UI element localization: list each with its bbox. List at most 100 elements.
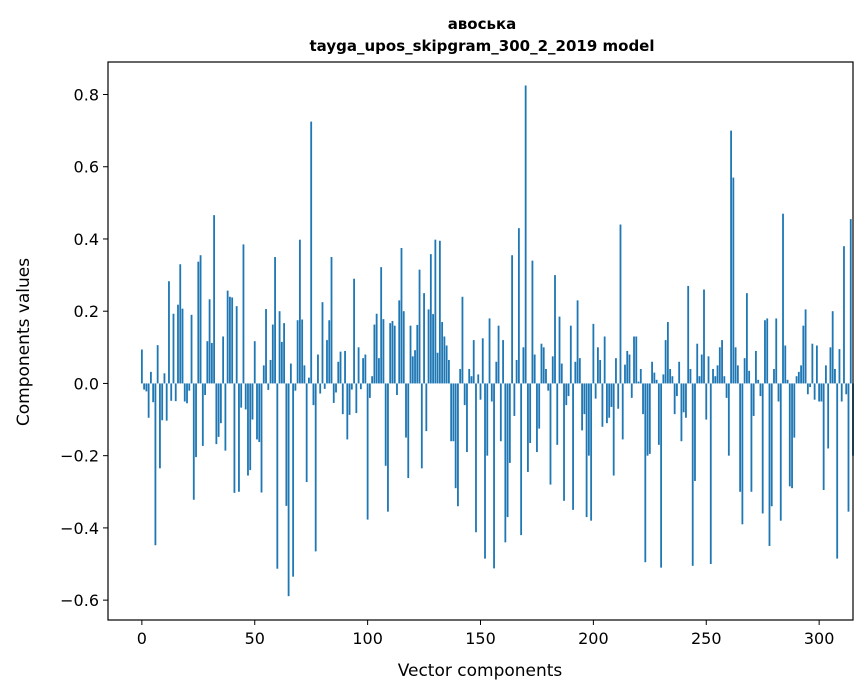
bar-35 [219,383,222,424]
bar-267 [743,358,746,384]
bar-227 [653,372,656,384]
bar-311 [843,246,845,384]
bar-174 [533,354,536,384]
bar-244 [691,383,694,566]
bar-231 [662,374,665,384]
bar-237 [676,383,678,397]
bar-101 [368,383,371,398]
bar-211 [617,383,620,409]
bar-221 [639,368,642,384]
bar-192 [574,361,577,384]
bar-278 [768,383,771,546]
bar-223 [644,383,647,563]
bar-180 [547,383,550,391]
bar-291 [797,371,800,384]
bar-252 [709,383,712,565]
bar-12 [168,281,170,384]
bar-284 [782,213,784,384]
bar-209 [612,383,615,476]
bar-275 [761,383,764,514]
bar-188 [565,383,568,406]
bar-79 [319,383,322,394]
bar-19 [183,383,186,402]
bar-51 [256,383,258,440]
bar-103 [373,324,376,384]
bar-191 [572,383,574,510]
bar-0 [140,349,143,384]
bar-96 [357,347,360,384]
bar-210 [615,358,617,384]
bar-189 [567,383,570,397]
bar-52 [258,383,261,442]
bar-115 [400,248,403,384]
bar-247 [698,376,701,384]
x-tick-label-150: 150 [465,629,496,648]
bar-233 [666,322,669,384]
bar-65 [287,383,290,597]
bar-34 [217,383,220,437]
bar-93 [350,383,353,390]
bar-171 [527,383,529,472]
bar-11 [165,383,168,421]
bar-274 [759,383,762,397]
bar-71 [301,319,304,384]
bar-37 [224,383,227,451]
bar-10 [163,373,166,384]
bar-84 [330,257,333,384]
bar-147 [472,340,475,384]
bar-124 [420,383,423,469]
bar-140 [457,383,459,507]
bar-181 [549,383,552,485]
bar-255 [716,365,719,384]
bar-82 [326,340,328,384]
bar-220 [637,381,640,384]
bar-258 [723,376,726,384]
bar-86 [335,383,337,393]
bar-121 [414,350,416,384]
bar-280 [773,368,775,384]
bar-177 [540,343,543,384]
bar-249 [703,289,705,384]
bar-145 [468,368,471,384]
bar-170 [524,85,527,384]
bar-313 [847,383,850,512]
bar-95 [355,383,358,414]
bar-234 [669,368,672,384]
bar-304 [827,383,830,449]
bar-77 [314,383,317,552]
y-tick-label-1: −0.4 [60,519,99,538]
bar-287 [788,383,791,487]
bar-224 [646,383,649,456]
bar-303 [825,365,827,384]
bar-67 [292,383,295,577]
bar-73 [305,383,308,483]
bar-154 [488,318,491,384]
bar-261 [730,130,732,384]
bar-107 [382,319,385,384]
bar-257 [721,340,723,384]
bar-213 [621,383,624,440]
bar-129 [432,314,434,384]
bar-142 [461,296,464,384]
bar-298 [813,383,816,400]
bar-70 [298,239,301,384]
bar-172 [529,383,532,444]
bar-262 [732,177,735,384]
bar-183 [554,275,556,384]
bar-92 [348,383,351,415]
bar-295 [806,383,809,395]
bar-22 [190,314,193,384]
bar-38 [226,290,229,384]
bar-16 [177,304,179,384]
bar-3 [147,383,150,418]
bar-42 [235,306,238,384]
bar-130 [434,239,437,384]
y-tick-label-3: 0.0 [74,374,99,393]
bar-250 [705,383,708,420]
bar-62 [280,341,283,384]
bar-33 [215,383,218,445]
bar-230 [660,383,663,568]
bar-105 [378,358,380,384]
bar-5 [152,383,155,403]
